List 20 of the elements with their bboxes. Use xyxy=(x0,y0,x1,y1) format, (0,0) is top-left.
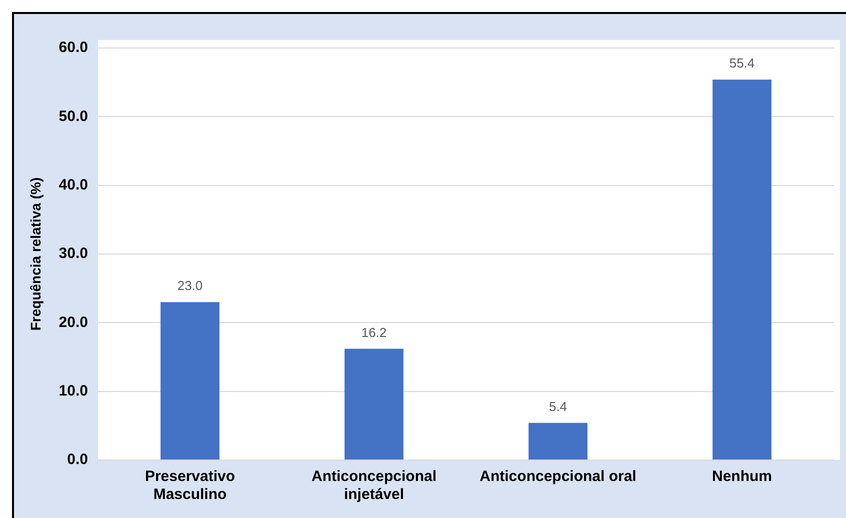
x-tick-label: Anticoncepcional oral xyxy=(480,468,636,486)
y-tick-label: 10.0 xyxy=(58,382,88,400)
x-tick-label: Anticoncepcional injetável xyxy=(311,468,437,504)
bar xyxy=(160,302,220,460)
data-label: 55.4 xyxy=(729,56,755,71)
y-tick-label: 30.0 xyxy=(58,245,88,262)
y-tick-label: 20.0 xyxy=(58,314,88,331)
y-tick-label: 60.0 xyxy=(58,39,88,56)
x-tick-label: Nenhum xyxy=(712,468,772,486)
bar xyxy=(344,348,404,460)
data-label: 23.0 xyxy=(177,278,203,294)
y-tick-label: 50.0 xyxy=(58,108,88,125)
data-label: 5.4 xyxy=(548,399,568,414)
y-tick-label: 0.0 xyxy=(67,451,88,468)
bar xyxy=(528,422,588,460)
data-label: 16.2 xyxy=(361,324,387,340)
bar xyxy=(712,80,772,460)
y-axis-title: Frequência relativa (%) xyxy=(27,177,44,331)
x-tick-label: Preservativo Masculino xyxy=(144,468,236,504)
y-tick-label: 40.0 xyxy=(58,176,88,194)
